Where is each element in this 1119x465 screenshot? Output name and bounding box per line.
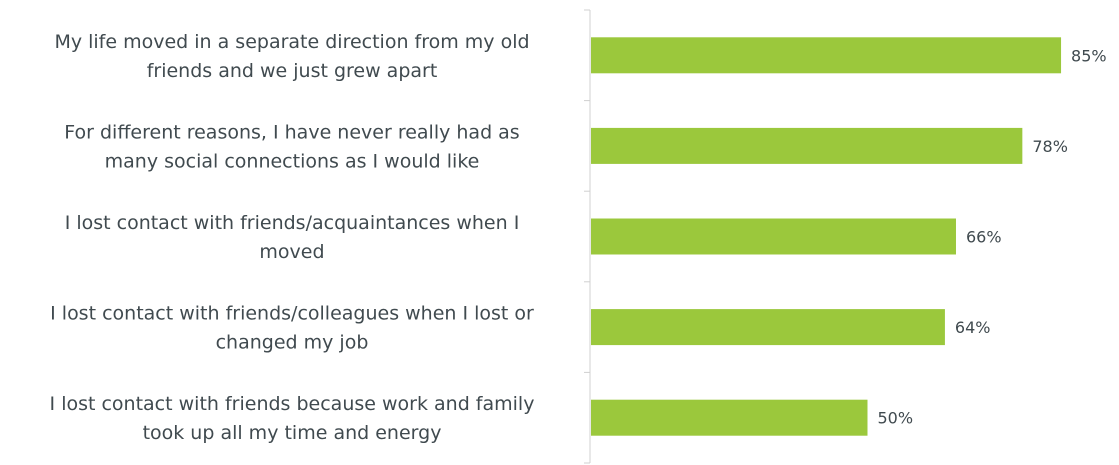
category-label-line: friends and we just grew apart [147, 60, 438, 82]
value-label: 85% [1071, 46, 1107, 65]
category-label-line: For different reasons, I have never real… [64, 121, 519, 143]
category-label-line: moved [259, 241, 324, 263]
category-label: My life moved in a separate direction fr… [54, 31, 529, 82]
value-label: 78% [1032, 137, 1068, 156]
category-label-line: I lost contact with friends/colleagues w… [50, 303, 534, 325]
category-label: For different reasons, I have never real… [64, 121, 519, 172]
category-label-line: I lost contact with friends/acquaintance… [65, 212, 520, 234]
bar [591, 218, 956, 255]
value-label: 66% [966, 228, 1002, 247]
bar [591, 399, 868, 436]
bar [591, 37, 1062, 74]
value-label: 64% [955, 318, 991, 337]
bar [591, 127, 1023, 164]
category-label: I lost contact with friends because work… [50, 393, 535, 444]
category-label-line: took up all my time and energy [143, 422, 442, 444]
category-label-line: I lost contact with friends because work… [50, 393, 535, 415]
bar [591, 309, 945, 346]
category-label: I lost contact with friends/acquaintance… [65, 212, 520, 263]
category-label-line: changed my job [216, 332, 369, 354]
category-label: I lost contact with friends/colleagues w… [50, 303, 534, 354]
value-label: 50% [878, 409, 914, 428]
category-label-line: My life moved in a separate direction fr… [54, 31, 529, 53]
category-label-line: many social connections as I would like [105, 150, 480, 172]
